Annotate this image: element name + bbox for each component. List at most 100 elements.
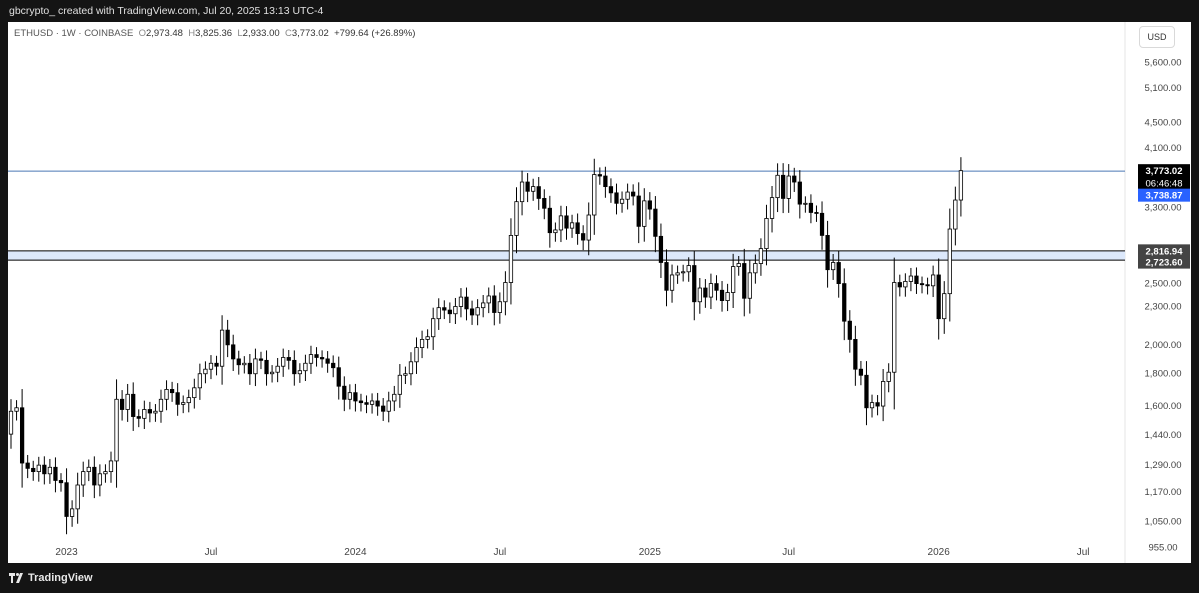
candle-up <box>558 215 564 231</box>
candle-down <box>147 409 152 414</box>
candle-down <box>936 274 941 320</box>
candle-up <box>75 484 80 510</box>
candle-up <box>303 362 308 372</box>
candle-down <box>175 392 180 405</box>
candle-down <box>547 207 552 234</box>
y-tick-label: 4,500.00 <box>1145 117 1182 128</box>
candle-down <box>325 358 330 364</box>
candle-up <box>569 222 575 229</box>
candle-up <box>164 389 169 400</box>
candle-up <box>431 318 436 338</box>
zone-top-tag-bg <box>1138 244 1190 258</box>
candle-down <box>853 338 858 370</box>
candle-up <box>86 466 91 473</box>
candle-down <box>925 284 930 287</box>
low-key: L <box>237 28 243 39</box>
currency-button[interactable]: USD <box>1139 26 1175 48</box>
candle-down <box>836 262 841 285</box>
candle-down <box>492 295 497 313</box>
candle-down <box>581 233 586 241</box>
candle-down <box>92 466 97 486</box>
candle-down <box>53 466 58 481</box>
candle-up <box>269 371 275 375</box>
candlestick-chart[interactable]: 955.00 1,050.00 1,170.00 1,290.00 1,440.00 1,… <box>8 22 1191 563</box>
candle-down <box>31 467 36 473</box>
open-key: O <box>138 28 146 39</box>
candle-up <box>14 407 19 412</box>
high-value: 3,825.36 <box>195 28 233 39</box>
y-tick-label: 2,300.00 <box>1145 301 1182 312</box>
candle-up <box>803 202 808 205</box>
candle-up <box>675 272 680 276</box>
candle-down <box>719 289 725 301</box>
candle-down <box>797 181 802 205</box>
candle-down <box>653 208 658 237</box>
candle-up <box>281 357 286 367</box>
candle-up <box>958 170 964 201</box>
candle-up <box>686 265 691 273</box>
x-tick-label: Jul <box>782 547 795 558</box>
y-tick-label: 1,290.00 <box>1145 460 1182 471</box>
chart-frame[interactable]: 955.00 1,050.00 1,170.00 1,290.00 1,440.00 1,… <box>8 22 1191 563</box>
candle-up <box>764 218 769 250</box>
candle-down <box>742 263 747 299</box>
candle-up <box>831 262 836 271</box>
candle-up <box>458 296 464 307</box>
candle-down <box>231 344 236 360</box>
candle-up <box>514 201 519 236</box>
candle-up <box>586 214 591 241</box>
countdown-tag: 06:46:48 <box>1146 179 1183 190</box>
candle-down <box>864 374 869 409</box>
candle-down <box>692 265 697 303</box>
candle-down <box>919 283 925 286</box>
candle-down <box>19 407 25 464</box>
candle-up <box>47 466 53 475</box>
y-tick-label: 1,170.00 <box>1145 487 1182 498</box>
candle-up <box>908 275 914 282</box>
candle-up <box>253 358 258 375</box>
candle-up <box>947 228 952 295</box>
candle-down <box>647 200 652 210</box>
candle-down <box>814 212 819 214</box>
candle-up <box>753 263 758 274</box>
candle-down <box>564 215 569 229</box>
candle-down <box>225 329 230 346</box>
candle-down <box>842 283 847 322</box>
candle-down <box>597 174 602 177</box>
candle-up <box>369 400 375 405</box>
high-key: H <box>188 28 196 39</box>
candle-down <box>631 191 636 197</box>
x-tick-label: Jul <box>493 547 506 558</box>
candle-up <box>503 282 508 303</box>
candle-up <box>403 373 408 376</box>
candle-up <box>308 354 314 364</box>
y-tick-label: 1,600.00 <box>1145 401 1182 412</box>
candle-down <box>875 402 880 407</box>
candle-up <box>297 370 302 375</box>
low-value: 2,933.00 <box>242 28 280 39</box>
candle-up <box>397 374 402 395</box>
candle-up <box>531 186 536 192</box>
top-bar: gbcrypto_ created with TradingView.com, … <box>0 0 1199 22</box>
candle-up <box>953 199 958 230</box>
candle-down <box>808 202 814 213</box>
candle-down <box>258 358 264 361</box>
y-tick-label: 2,000.00 <box>1145 340 1182 351</box>
chart-caption: gbcrypto_ created with TradingView.com, … <box>9 5 324 17</box>
candle-up <box>592 174 597 216</box>
candle-down <box>819 212 825 236</box>
candle-down <box>542 198 547 209</box>
symbol-label: ETHUSD · 1W · COINBASE <box>14 28 134 39</box>
candle-up <box>242 362 247 366</box>
y-tick-label: 1,050.00 <box>1145 517 1182 528</box>
candle-up <box>708 283 714 298</box>
last-price-tag-bg <box>1138 164 1190 191</box>
candle-up <box>553 229 558 234</box>
candle-down <box>658 235 664 263</box>
candle-up <box>97 473 103 486</box>
candle-up <box>203 368 208 375</box>
candle-down <box>575 222 580 234</box>
candle-down <box>336 367 341 387</box>
candle-up <box>881 381 886 407</box>
candle-down <box>292 359 297 375</box>
